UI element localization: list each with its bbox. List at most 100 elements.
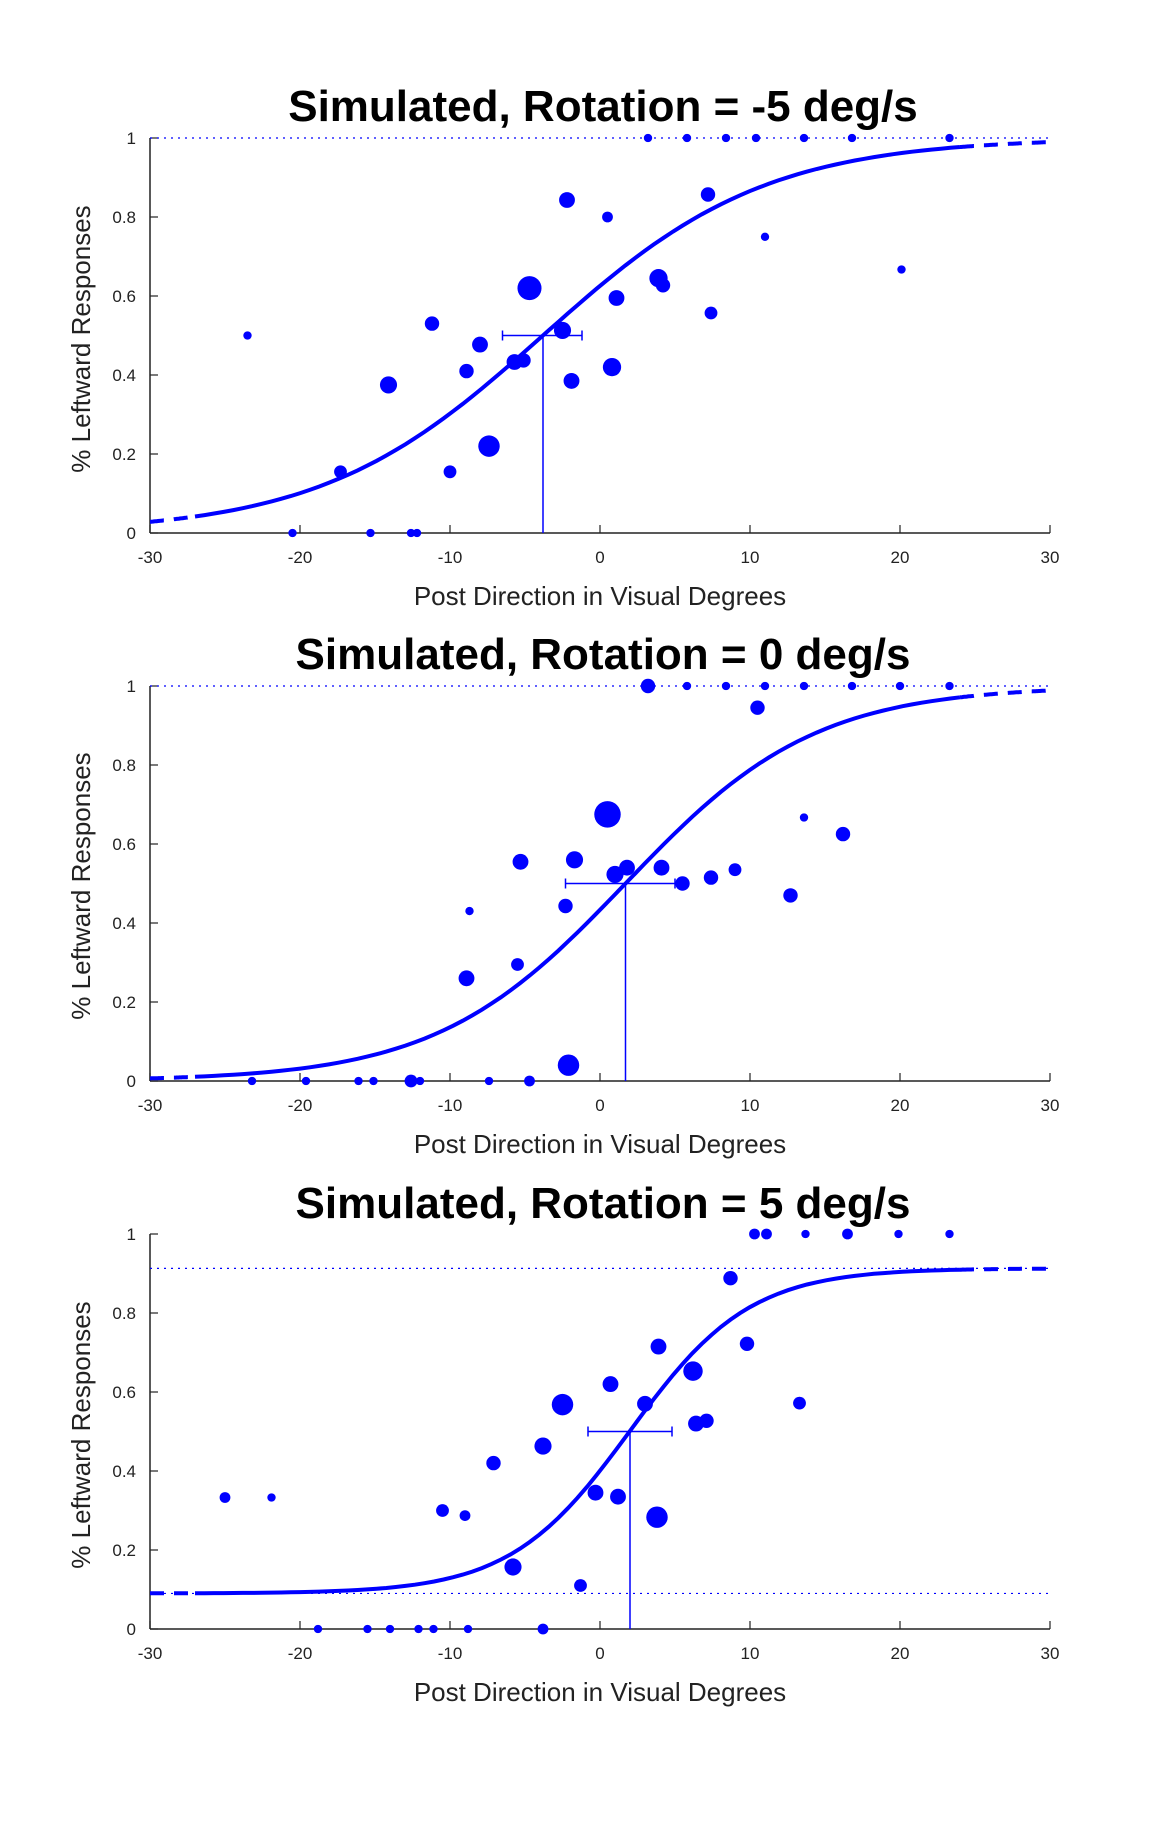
data-point	[587, 1484, 604, 1501]
data-point	[424, 316, 440, 331]
y-tick-label: 0.8	[112, 1304, 136, 1323]
data-point	[602, 211, 613, 223]
data-point	[443, 465, 457, 479]
data-point	[404, 1074, 418, 1088]
chart-title: Simulated, Rotation = -5 deg/s	[288, 82, 918, 131]
data-point	[894, 1229, 903, 1239]
data-point	[945, 133, 954, 143]
data-point	[504, 1558, 522, 1576]
data-point	[655, 278, 671, 293]
data-point	[945, 681, 954, 691]
x-tick-label: -10	[438, 1644, 463, 1663]
data-point	[459, 363, 474, 379]
data-point	[646, 1506, 668, 1528]
data-point	[721, 681, 731, 691]
data-point	[895, 681, 905, 691]
y-tick-label: 1	[127, 1225, 136, 1244]
data-point	[606, 865, 624, 883]
x-tick-label: 30	[1041, 548, 1060, 567]
y-tick-label: 1	[127, 677, 136, 696]
chart-panel-3: Simulated, Rotation = 5 deg/s Post Direc…	[66, 1179, 1059, 1707]
data-point	[602, 1376, 619, 1393]
data-point	[637, 1395, 653, 1412]
x-tick-label: 0	[595, 1096, 604, 1115]
data-point	[847, 133, 857, 143]
data-point	[842, 1228, 853, 1240]
x-tick-label: 30	[1041, 1096, 1060, 1115]
data-point	[478, 435, 500, 457]
x-tick-label: -30	[138, 548, 163, 567]
data-point	[551, 1393, 574, 1416]
y-tick-label: 0.2	[112, 445, 136, 464]
data-point	[650, 1338, 667, 1355]
data-point	[760, 232, 770, 241]
data-point	[574, 1579, 587, 1592]
data-point	[219, 1492, 231, 1503]
y-tick-label: 0.2	[112, 1541, 136, 1560]
data-point	[728, 863, 742, 877]
data-point	[243, 331, 252, 340]
data-point	[517, 276, 542, 301]
data-point	[619, 859, 635, 876]
data-point	[436, 1504, 449, 1517]
y-axis-label: % Leftward Responses	[66, 752, 96, 1019]
data-point	[486, 1455, 501, 1471]
data-point	[553, 321, 572, 339]
data-point	[799, 133, 809, 143]
x-axis-label: Post Direction in Visual Degrees	[414, 581, 786, 611]
data-point	[288, 528, 297, 538]
x-tick-label: -20	[288, 548, 313, 567]
data-point	[565, 851, 584, 869]
y-tick-label: 0	[127, 524, 136, 543]
data-point	[563, 372, 580, 389]
data-point	[700, 187, 716, 202]
data-point	[750, 700, 765, 715]
data-point	[783, 888, 798, 903]
fit-curve-extrapolation-right	[960, 140, 1050, 149]
data-point	[363, 1624, 372, 1634]
data-point	[683, 1361, 703, 1381]
y-axis-label: % Leftward Responses	[66, 1301, 96, 1568]
x-tick-label: -10	[438, 1096, 463, 1115]
data-point	[793, 1396, 806, 1410]
chart-panel-1: Simulated, Rotation = -5 deg/s Post Dire…	[66, 82, 1059, 611]
x-tick-label: -20	[288, 1644, 313, 1663]
y-tick-label: 0	[127, 1072, 136, 1091]
y-tick-label: 0.2	[112, 993, 136, 1012]
data-point	[415, 1076, 425, 1086]
data-point	[799, 681, 809, 691]
x-tick-label: 20	[891, 1644, 910, 1663]
data-point	[414, 1624, 423, 1634]
fit-curve-extrapolation-right	[960, 1266, 1050, 1272]
x-tick-label: 10	[741, 1096, 760, 1115]
data-point	[406, 528, 416, 538]
data-point	[739, 1336, 755, 1352]
data-point	[703, 870, 719, 885]
data-point	[366, 528, 375, 538]
data-point	[472, 336, 488, 353]
data-point	[721, 133, 731, 143]
y-tick-label: 0	[127, 1620, 136, 1639]
data-point	[511, 958, 524, 971]
x-tick-label: 10	[741, 548, 760, 567]
y-tick-label: 0.8	[112, 208, 136, 227]
data-point	[458, 970, 475, 987]
data-point	[459, 1510, 471, 1521]
data-point	[534, 1437, 552, 1455]
data-point	[594, 801, 621, 828]
data-point	[558, 898, 573, 914]
data-point	[675, 876, 690, 891]
data-point	[247, 1076, 257, 1086]
x-tick-label: 20	[891, 548, 910, 567]
y-tick-label: 0.6	[112, 287, 136, 306]
chart-title: Simulated, Rotation = 0 deg/s	[296, 630, 911, 679]
data-point	[699, 1413, 714, 1429]
data-point	[334, 465, 347, 479]
data-point	[484, 1076, 494, 1086]
data-point	[610, 1488, 626, 1505]
data-point	[524, 1075, 535, 1087]
data-point	[608, 290, 625, 306]
data-point	[267, 1493, 276, 1502]
y-tick-label: 0.4	[112, 914, 136, 933]
